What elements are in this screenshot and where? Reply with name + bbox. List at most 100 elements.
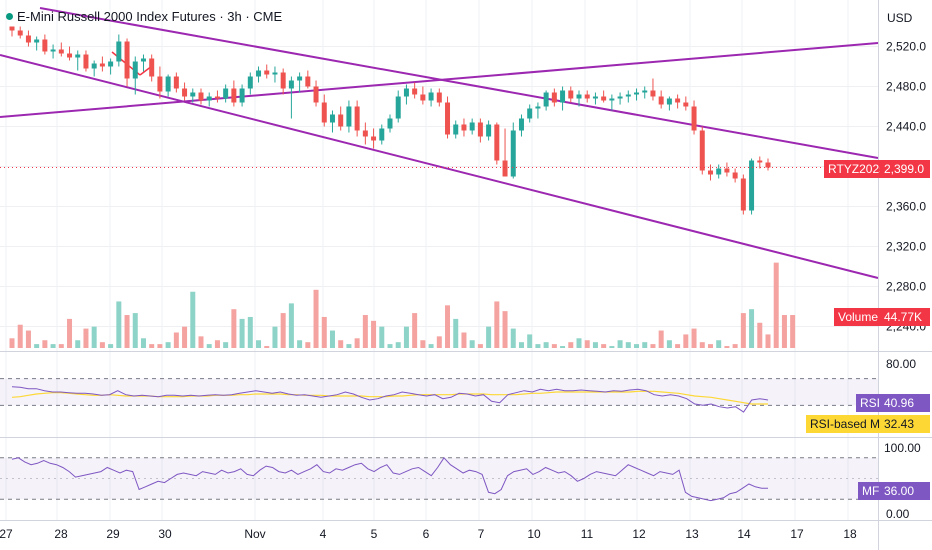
candle-body xyxy=(280,72,286,89)
candle-body xyxy=(634,92,640,95)
time-axis-label: 10 xyxy=(527,527,541,541)
candle-body xyxy=(157,76,163,92)
volume-bar xyxy=(716,340,722,348)
volume-bar xyxy=(395,342,401,348)
instrument-title[interactable]: E-Mini Russell 2000 Index Futures · 3h ·… xyxy=(6,9,282,24)
volume-bar xyxy=(666,340,672,348)
chart-grid xyxy=(0,0,878,520)
candlesticks[interactable] xyxy=(9,26,771,215)
volume-bar xyxy=(757,322,763,348)
currency-label[interactable]: USD xyxy=(887,11,913,25)
volume-bars xyxy=(9,262,796,348)
volume-bar xyxy=(634,344,640,348)
volume-bar xyxy=(42,340,48,348)
candle-body xyxy=(666,98,672,105)
volume-bar xyxy=(428,344,434,348)
candle-body xyxy=(34,39,40,43)
candle-body xyxy=(518,118,524,131)
indicator-panes xyxy=(0,378,878,502)
candle-body xyxy=(642,90,648,93)
volume-bar xyxy=(617,340,623,348)
volume-bar xyxy=(445,305,451,348)
candle-body xyxy=(67,53,73,58)
candle-body xyxy=(757,160,763,163)
instrument-title-text: E-Mini Russell 2000 Index Futures · 3h ·… xyxy=(17,9,283,24)
candle-body xyxy=(560,90,566,103)
price-axis-label: 2,480.0 xyxy=(886,80,926,94)
candle-body xyxy=(445,102,451,135)
volume-bar xyxy=(683,334,689,348)
volume-bar xyxy=(124,315,130,348)
volume-bar xyxy=(461,332,467,348)
candle-body xyxy=(239,88,245,103)
candle-body xyxy=(716,168,722,175)
volume-bar xyxy=(25,330,31,348)
volume-bar xyxy=(576,338,582,348)
volume-bar xyxy=(486,326,492,348)
rsi-band xyxy=(0,378,878,406)
candle-body xyxy=(116,41,122,62)
volume-bar xyxy=(58,344,64,348)
time-axis-label: Nov xyxy=(244,527,265,541)
volume-bar xyxy=(781,315,787,348)
candle-body xyxy=(272,72,278,75)
volume-bar xyxy=(387,344,393,348)
candle-body xyxy=(354,106,360,131)
trendlines[interactable] xyxy=(0,7,879,279)
volume-bar xyxy=(198,336,204,348)
volume-bar xyxy=(182,326,188,348)
volume-bar xyxy=(108,344,114,348)
volume-bar xyxy=(699,342,705,348)
time-axis-label: 6 xyxy=(423,527,430,541)
volume-bar xyxy=(535,344,541,348)
volume-bar xyxy=(477,344,483,348)
volume-bar xyxy=(765,334,771,348)
candle-body xyxy=(362,130,368,137)
volume-bar xyxy=(165,342,171,348)
rsi-value-badge: 40.96 xyxy=(880,394,930,412)
candle-body xyxy=(568,90,574,99)
candle-body xyxy=(9,26,15,31)
volume-bar xyxy=(247,316,253,348)
candle-body xyxy=(297,76,303,81)
candle-body xyxy=(256,70,262,77)
volume-bar xyxy=(379,326,385,348)
candle-body xyxy=(740,178,746,211)
rsi-ma-label-badge: RSI-based MA xyxy=(806,415,893,433)
price-axis-label: 2,320.0 xyxy=(886,240,926,254)
candle-body xyxy=(683,102,689,107)
volume-bar xyxy=(239,318,245,348)
candle-body xyxy=(543,92,549,107)
candle-body xyxy=(387,118,393,129)
candle-body xyxy=(165,76,171,92)
volume-bar xyxy=(510,328,516,348)
time-axis-label: 18 xyxy=(843,527,857,541)
volume-bar xyxy=(272,326,278,348)
candle-body xyxy=(658,96,664,105)
volume-bar xyxy=(625,342,631,348)
time-axis-label: 28 xyxy=(54,527,68,541)
volume-bar xyxy=(140,338,146,348)
rsi-label-badge: RSI xyxy=(856,394,885,412)
candle-body xyxy=(675,98,681,103)
trendline xyxy=(39,7,879,159)
last-price-badge: 2,399.0 xyxy=(880,160,930,178)
candle-body xyxy=(486,124,492,137)
time-axis-label: 4 xyxy=(320,527,327,541)
volume-bar xyxy=(650,344,656,348)
candle-body xyxy=(609,98,615,101)
candle-body xyxy=(83,54,89,69)
volume-bar xyxy=(280,313,286,348)
candle-body xyxy=(313,86,319,103)
volume-bar xyxy=(305,342,311,348)
time-axis-label: 30 xyxy=(158,527,172,541)
candle-body xyxy=(42,39,48,52)
time-axis-label: 29 xyxy=(106,527,120,541)
price-axis-label: 2,360.0 xyxy=(886,200,926,214)
candle-body xyxy=(329,114,335,123)
candle-body xyxy=(321,102,327,123)
candle-body xyxy=(173,76,179,89)
volume-bar xyxy=(469,340,475,348)
volume-bar xyxy=(371,320,377,348)
